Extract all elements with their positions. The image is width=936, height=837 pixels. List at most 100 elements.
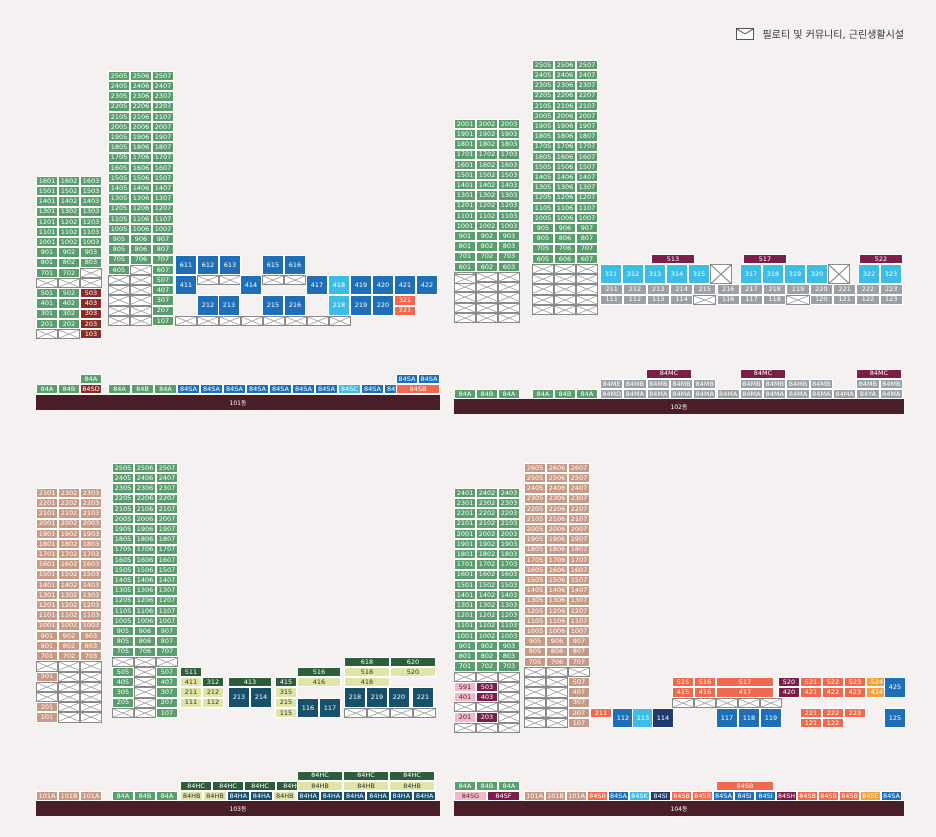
- unit-cell: 1803: [80, 539, 102, 550]
- pilotis-cell: [36, 329, 58, 340]
- unit-cell: 517: [716, 677, 774, 688]
- pilotis-cell: [130, 315, 152, 326]
- unit-cell: 707: [152, 254, 174, 265]
- unit-cell: 1203: [80, 600, 102, 611]
- unit-cell: 1805: [524, 544, 546, 555]
- unit-cell: 905: [112, 626, 134, 637]
- unit-cell: 901: [36, 247, 58, 258]
- pilotis-cell: [546, 697, 568, 708]
- unit-cell: 107: [568, 718, 590, 729]
- unit-cell: 411: [175, 275, 197, 296]
- unit-cell: 84A: [498, 780, 520, 791]
- unit-cell: 1507: [568, 575, 590, 586]
- unit-cell: 1507: [152, 173, 174, 184]
- unit-cell: 2405: [112, 473, 134, 484]
- unit-cell: 207: [568, 707, 590, 718]
- unit-cell: 84HC: [297, 770, 343, 781]
- unit-cell: 84B: [476, 389, 498, 400]
- unit-cell: 1406: [130, 183, 152, 194]
- unit-cell: 1801: [454, 549, 476, 560]
- unit-cell: 212: [623, 284, 647, 295]
- unit-cell: 1306: [130, 193, 152, 204]
- unit-cell: 507: [156, 667, 178, 678]
- unit-cell: 2305: [524, 493, 546, 504]
- unit-cell: 1707: [568, 554, 590, 565]
- unit-cell: 1301: [454, 600, 476, 611]
- unit-cell: 2206: [130, 101, 152, 112]
- unit-cell: 221: [800, 707, 822, 718]
- unit-cell: 1001: [36, 620, 58, 631]
- unit-cell: 1705: [112, 544, 134, 555]
- unit-cell: 1307: [576, 182, 598, 193]
- unit-cell: 1701: [454, 149, 476, 160]
- unit-cell: 415: [672, 687, 694, 698]
- unit-cell: 801: [454, 651, 476, 662]
- unit-cell: 2506: [134, 463, 156, 474]
- unit-cell: 84SA: [713, 791, 734, 802]
- pilotis-cell: [498, 702, 520, 713]
- unit-cell: 203: [80, 318, 102, 329]
- unit-cell: 84MB: [669, 378, 694, 389]
- unit-cell: 303: [80, 308, 102, 319]
- unit-cell: 1401: [454, 590, 476, 601]
- pilotis-cell: [546, 687, 568, 698]
- unit-cell: 2305: [112, 483, 134, 494]
- pilotis-cell: [786, 294, 810, 305]
- pilotis-cell: [454, 671, 476, 682]
- unit-cell: 1605: [108, 162, 130, 173]
- unit-cell: 901: [454, 231, 476, 242]
- unit-cell: 405: [112, 677, 134, 688]
- unit-cell: 2401: [454, 488, 476, 499]
- unit-cell: 1603: [498, 159, 520, 170]
- pilotis-cell: [554, 294, 576, 305]
- unit-cell: 84SI: [734, 791, 755, 802]
- unit-cell: 312: [622, 264, 644, 285]
- unit-cell: 84SA: [246, 384, 269, 395]
- pilotis-cell: [112, 707, 134, 718]
- unit-cell: 84HC: [343, 770, 389, 781]
- unit-cell: 84MA: [786, 389, 810, 400]
- unit-cell: 1906: [554, 121, 576, 132]
- unit-cell: 84SB: [396, 384, 440, 395]
- unit-cell: 84HA: [296, 791, 320, 802]
- pilotis-cell: [108, 315, 130, 326]
- unit-cell: 84SA: [315, 384, 338, 395]
- unit-cell: 2106: [546, 514, 568, 525]
- unit-cell: 411: [180, 677, 202, 688]
- unit-cell: 1603: [80, 559, 102, 570]
- pilotis-cell: [693, 294, 717, 305]
- unit-cell: 201: [36, 318, 58, 329]
- unit-cell: 84MB: [763, 378, 787, 389]
- unit-cell: 591: [454, 681, 476, 692]
- unit-cell: 1502: [58, 186, 80, 197]
- unit-cell: 101A: [524, 791, 545, 802]
- unit-cell: 1302: [476, 600, 498, 611]
- unit-cell: 1201: [454, 200, 476, 211]
- unit-cell: 1102: [58, 227, 80, 238]
- unit-cell: 207: [156, 697, 178, 708]
- unit-cell: 1105: [524, 616, 546, 627]
- unit-cell: 2102: [476, 518, 498, 529]
- pilotis-cell: [108, 285, 130, 296]
- unit-cell: 111: [600, 294, 624, 305]
- unit-cell: 84SA: [608, 791, 629, 802]
- unit-cell: 211: [600, 284, 624, 295]
- unit-cell: 219: [350, 295, 372, 316]
- unit-cell: 322: [858, 264, 880, 285]
- unit-cell: 413: [228, 677, 272, 688]
- unit-cell: 1306: [134, 585, 156, 596]
- unit-cell: 1405: [112, 575, 134, 586]
- unit-cell: 84SA: [223, 384, 246, 395]
- unit-cell: 1003: [80, 620, 102, 631]
- unit-cell: 703: [80, 651, 102, 662]
- pilotis-cell: [134, 656, 156, 667]
- unit-cell: 415: [275, 677, 297, 688]
- unit-cell: 84B: [554, 389, 576, 400]
- unit-cell: 213: [228, 687, 250, 708]
- unit-cell: 1901: [454, 539, 476, 550]
- unit-cell: 1202: [58, 600, 80, 611]
- unit-cell: 705: [108, 254, 130, 265]
- unit-cell: 2105: [524, 514, 546, 525]
- pilotis-cell: [454, 312, 476, 323]
